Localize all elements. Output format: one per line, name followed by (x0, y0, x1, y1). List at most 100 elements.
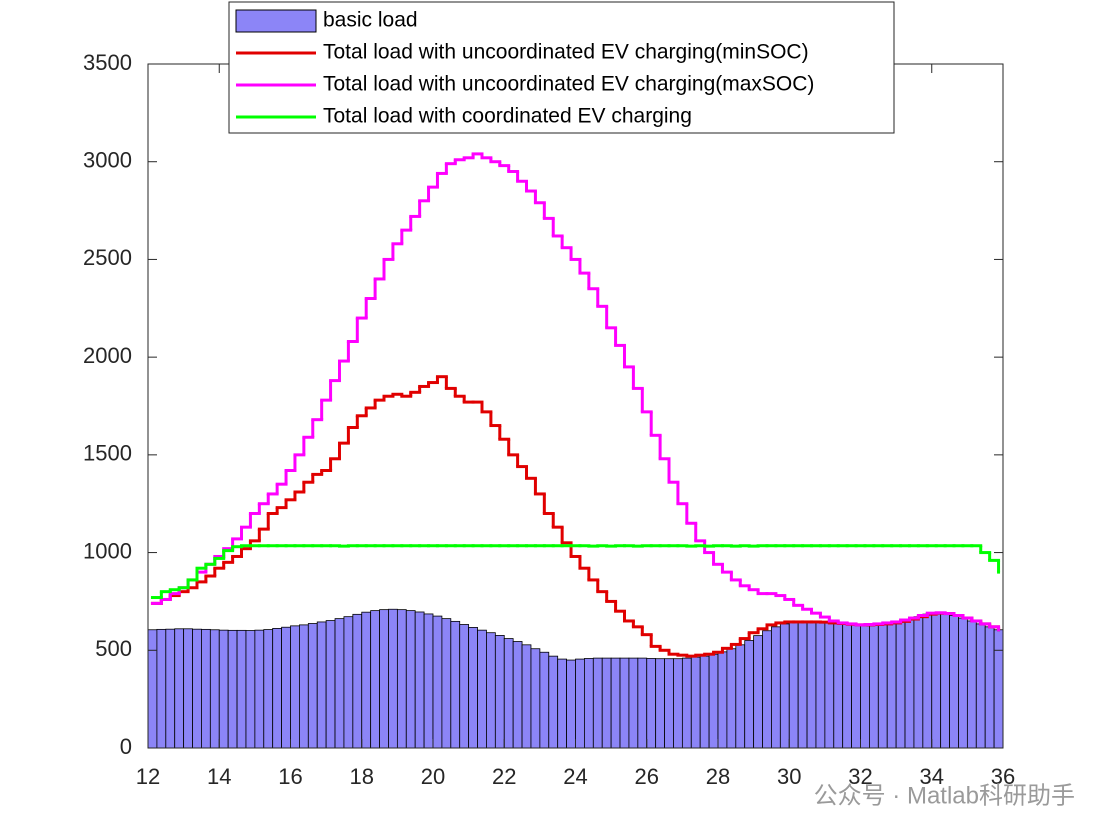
bar (414, 611, 425, 749)
bar (637, 657, 648, 749)
bar (646, 658, 657, 749)
bar (423, 613, 434, 749)
bar (726, 648, 737, 749)
bar (486, 632, 496, 749)
bar (316, 621, 327, 749)
bar (601, 657, 612, 749)
bar (984, 626, 995, 749)
bar (539, 651, 550, 749)
bar (860, 624, 870, 749)
x-tick-label: 22 (492, 764, 516, 789)
bar (370, 610, 380, 749)
bar (379, 609, 389, 749)
bar (708, 653, 719, 749)
bar (227, 629, 238, 749)
bar (477, 629, 487, 749)
bar (530, 648, 541, 749)
stairs-line (150, 544, 1001, 600)
bar (566, 659, 576, 749)
bar (779, 623, 790, 749)
y-tick-label: 1500 (83, 441, 132, 466)
bar (673, 658, 683, 749)
bar (842, 623, 852, 749)
bar (922, 613, 933, 749)
y-tick-label: 1000 (83, 538, 132, 563)
x-tick-label: 20 (421, 764, 445, 789)
y-tick-label: 3000 (83, 148, 132, 173)
legend-label: Total load with coordinated EV charging (323, 105, 692, 128)
bar (851, 624, 861, 749)
x-tick-label: 14 (207, 764, 231, 789)
bar (183, 628, 193, 749)
bar (815, 621, 826, 749)
bar (958, 617, 968, 749)
bar (575, 658, 585, 749)
x-tick-label: 24 (563, 764, 587, 789)
x-tick-label: 16 (278, 764, 302, 789)
bar (147, 629, 158, 749)
bar (494, 635, 505, 749)
y-tick-label: 3500 (83, 50, 132, 75)
bar (966, 620, 977, 749)
bar (432, 615, 443, 749)
x-tick-label: 26 (635, 764, 659, 789)
x-tick-label: 30 (777, 764, 801, 789)
legend-box (228, 1, 895, 134)
x-tick-label: 28 (706, 764, 730, 789)
bar (192, 628, 202, 749)
bar (931, 612, 942, 749)
bar (396, 609, 407, 749)
legend-label: basic load (323, 9, 418, 32)
bar (459, 624, 470, 749)
bar (904, 618, 915, 749)
bar (307, 623, 318, 749)
bar (993, 629, 1004, 749)
bar (788, 622, 799, 749)
x-tick-label: 18 (350, 764, 374, 789)
bar (325, 620, 336, 749)
bar (263, 629, 274, 749)
bar (895, 620, 906, 749)
bar (628, 657, 639, 749)
bar (388, 608, 398, 749)
legend-label: Total load with uncoordinated EV chargin… (323, 73, 814, 96)
bar (771, 626, 781, 749)
bar (869, 624, 879, 749)
bar (886, 622, 897, 749)
bar (949, 615, 959, 749)
bar (512, 641, 523, 749)
bar (619, 657, 630, 749)
legend-swatch (235, 9, 317, 33)
bar (299, 624, 309, 749)
bar (201, 628, 211, 749)
bar (165, 628, 176, 749)
bar (468, 627, 478, 749)
bar (334, 618, 345, 749)
y-tick-label: 2500 (83, 245, 132, 270)
bar (690, 656, 701, 749)
bar (877, 623, 888, 749)
bar (209, 629, 220, 749)
legend: basic load Total load with uncoordinated … (228, 1, 895, 134)
bar (699, 655, 710, 749)
bar (940, 613, 950, 749)
bar (361, 611, 372, 749)
x-tick-label: 34 (920, 764, 944, 789)
bar (290, 625, 300, 749)
bar (753, 635, 763, 749)
y-tick-label: 0 (120, 734, 132, 759)
bar (450, 620, 461, 749)
bar (236, 629, 247, 749)
bar (343, 616, 354, 749)
watermark: 公众号 · Matlab科研助手 (814, 782, 1075, 809)
bar (218, 629, 229, 749)
bar (503, 638, 514, 749)
x-tick-label: 12 (136, 764, 160, 789)
bar (975, 623, 986, 749)
bar (272, 627, 282, 749)
bar (245, 630, 256, 749)
bar (717, 651, 728, 749)
x-tick-label: 36 (991, 764, 1015, 789)
bar (352, 613, 363, 749)
y-tick-label: 2000 (83, 343, 132, 368)
